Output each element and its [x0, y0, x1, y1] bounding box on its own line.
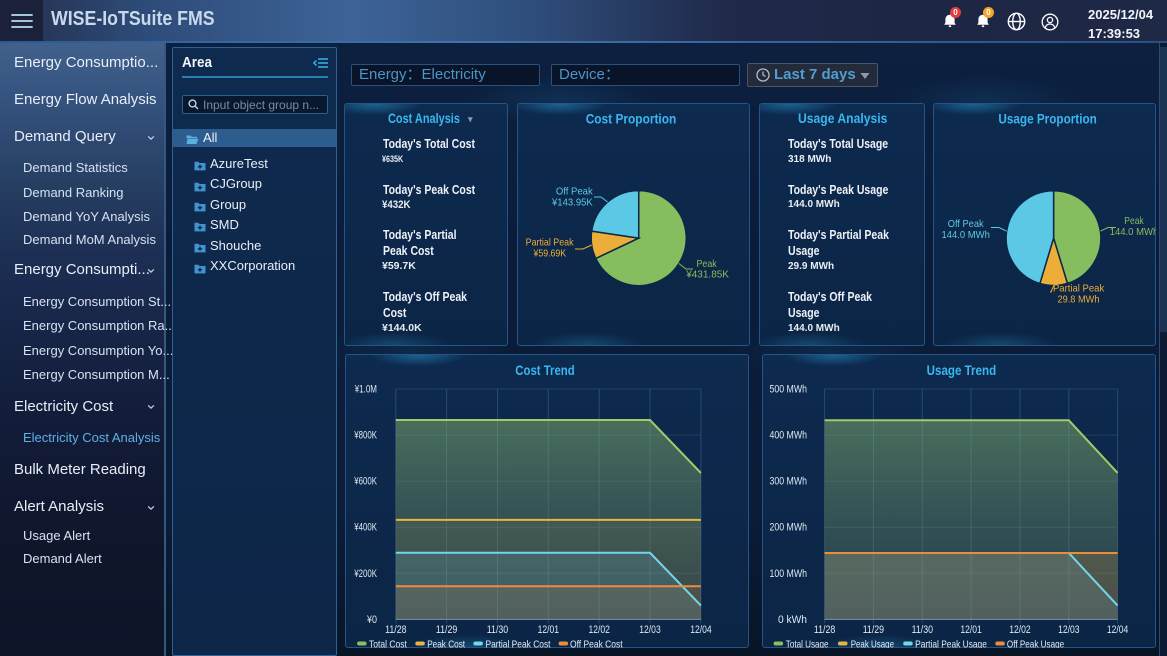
svg-text:0 kWh: 0 kWh	[778, 614, 807, 626]
svg-text:12/01: 12/01	[960, 624, 981, 636]
svg-text:12/03: 12/03	[639, 624, 660, 636]
svg-text:Partial Peak Cost: Partial Peak Cost	[486, 639, 551, 649]
svg-text:Peak Usage: Peak Usage	[851, 639, 894, 649]
svg-text:Off Peak Usage: Off Peak Usage	[1007, 639, 1064, 649]
svg-text:Usage Proportion: Usage Proportion	[998, 112, 1096, 127]
svg-text:12/01: 12/01	[538, 624, 559, 636]
svg-text:11/28: 11/28	[385, 624, 406, 636]
svg-text:Cost Proportion: Cost Proportion	[586, 112, 677, 127]
svg-text:Usage Trend: Usage Trend	[927, 363, 997, 378]
svg-text:Peak: Peak	[697, 258, 718, 270]
svg-text:Peak Cost: Peak Cost	[427, 639, 465, 649]
svg-text:¥600K: ¥600K	[354, 476, 378, 488]
svg-text:Cost Trend: Cost Trend	[515, 363, 574, 378]
svg-text:11/28: 11/28	[814, 624, 835, 636]
svg-text:144.0 MWh: 144.0 MWh	[1110, 226, 1156, 238]
svg-text:100 MWh: 100 MWh	[770, 568, 808, 580]
svg-text:Total Usage: Total Usage	[786, 639, 829, 649]
svg-text:¥800K: ¥800K	[354, 430, 378, 442]
svg-text:¥143.95K: ¥143.95K	[551, 197, 593, 209]
svg-text:12/03: 12/03	[1058, 624, 1079, 636]
svg-text:¥0: ¥0	[366, 614, 377, 626]
svg-text:Off Peak: Off Peak	[948, 218, 984, 230]
svg-text:400 MWh: 400 MWh	[770, 430, 808, 442]
svg-text:12/04: 12/04	[690, 624, 711, 636]
svg-text:11/30: 11/30	[487, 624, 508, 636]
svg-text:Total Cost: Total Cost	[369, 639, 407, 649]
svg-text:Partial Peak Usage: Partial Peak Usage	[915, 639, 987, 649]
svg-text:12/02: 12/02	[1009, 624, 1030, 636]
svg-text:200 MWh: 200 MWh	[770, 522, 808, 534]
svg-text:¥431.85K: ¥431.85K	[685, 269, 729, 281]
svg-text:11/29: 11/29	[436, 624, 457, 636]
svg-text:Off Peak: Off Peak	[556, 186, 594, 198]
svg-text:Partial Peak: Partial Peak	[526, 237, 575, 249]
svg-text:Off Peak Cost: Off Peak Cost	[570, 639, 623, 649]
svg-text:Peak: Peak	[1124, 215, 1144, 227]
svg-text:11/29: 11/29	[863, 624, 884, 636]
svg-text:Partial Peak: Partial Peak	[1053, 283, 1105, 295]
svg-text:¥1.0M: ¥1.0M	[354, 384, 377, 396]
svg-text:144.0 MWh: 144.0 MWh	[942, 229, 990, 241]
svg-text:500 MWh: 500 MWh	[770, 384, 808, 396]
svg-text:12/02: 12/02	[589, 624, 610, 636]
svg-text:29.8 MWh: 29.8 MWh	[1058, 294, 1100, 306]
svg-text:¥400K: ¥400K	[354, 522, 378, 534]
svg-text:12/04: 12/04	[1107, 624, 1128, 636]
svg-text:300 MWh: 300 MWh	[770, 476, 808, 488]
svg-text:¥59.69K: ¥59.69K	[533, 248, 567, 260]
svg-text:¥200K: ¥200K	[354, 568, 378, 580]
svg-text:11/30: 11/30	[912, 624, 933, 636]
